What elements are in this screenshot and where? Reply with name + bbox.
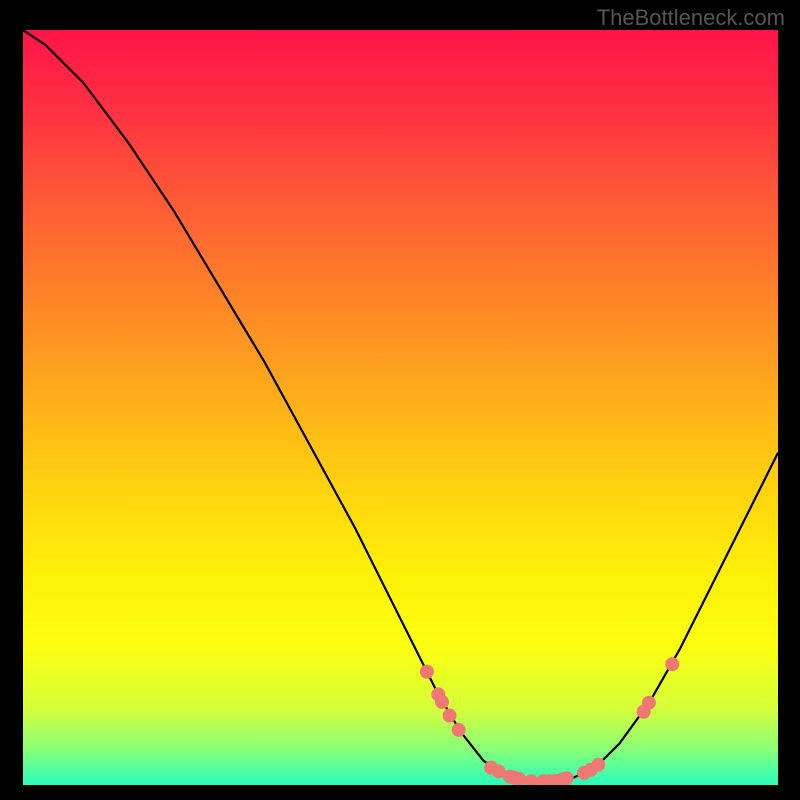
data-marker [560, 771, 574, 785]
data-marker [435, 695, 449, 709]
attribution-text: TheBottleneck.com [597, 5, 785, 31]
data-marker [665, 657, 679, 671]
data-marker [642, 696, 656, 710]
data-marker [591, 758, 605, 772]
data-marker [443, 709, 457, 723]
bottleneck-curve-chart [23, 30, 778, 785]
chart-container: TheBottleneck.com [0, 0, 800, 800]
plot-gradient-fill [23, 30, 778, 785]
data-marker [452, 723, 466, 737]
data-marker [420, 665, 434, 679]
